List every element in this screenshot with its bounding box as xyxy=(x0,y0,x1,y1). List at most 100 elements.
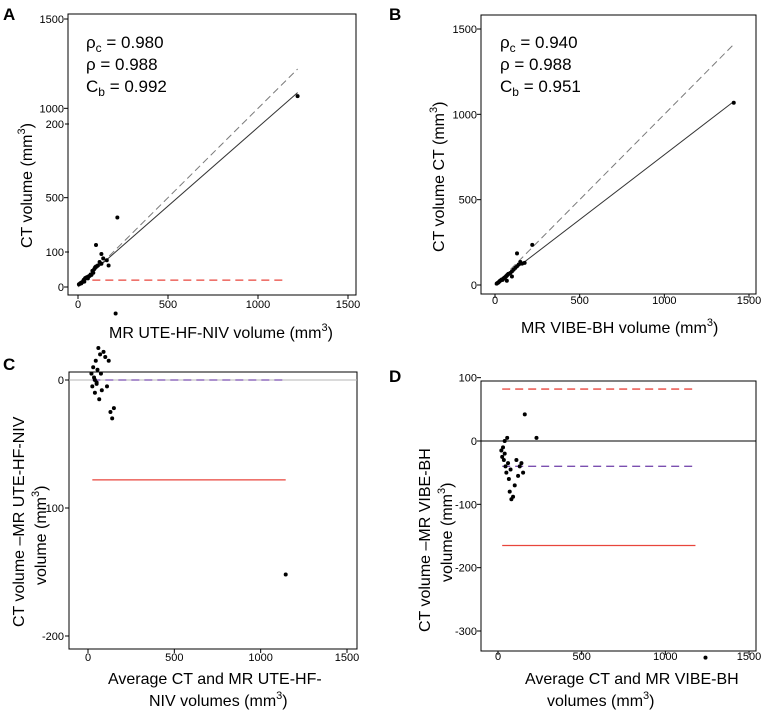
y-tick-label-d: 0 xyxy=(471,436,477,448)
stats-b: ρc = 0.940 ρ = 0.988 Cb = 0.951 xyxy=(500,33,581,99)
data-point-d xyxy=(517,464,522,469)
x-tick-label-c: 0 xyxy=(85,652,91,664)
x-axis-label-b: MR VIBE-BH volume (mm3) xyxy=(521,317,718,337)
y-tick-label-c: -200 xyxy=(42,631,64,643)
y-axis-label-c-line2: volume (mm3) xyxy=(30,486,50,585)
x-tick-label-c: 1000 xyxy=(248,652,272,664)
panel-letter-d: D xyxy=(389,367,401,386)
data-point-a xyxy=(99,251,104,256)
y-tick-label-d: -300 xyxy=(455,626,477,638)
data-point-a xyxy=(94,243,98,248)
data-point-d xyxy=(503,464,508,469)
data-point-c xyxy=(108,410,113,414)
identity-line-a xyxy=(77,68,298,288)
data-point-c xyxy=(93,358,98,363)
y-axis-label-a: CT volume (mm3) xyxy=(16,123,36,248)
x-tick-label-b: 0 xyxy=(492,295,498,307)
panel-letter-c: C xyxy=(3,355,15,374)
x-axis-label-c-line1: Average CT and MR UTE-HF- xyxy=(108,671,322,688)
y-tick-label-c: -100 xyxy=(42,503,64,515)
data-point-c xyxy=(91,365,96,370)
panel-d: Average CT and MR VIBE-BH volumes (mm3) … xyxy=(417,373,761,710)
y-tick-label-d: 100 xyxy=(459,373,477,385)
stat-a-rho: ρ = 0.988 xyxy=(86,55,158,74)
x-tick-label-b: 1500 xyxy=(737,295,761,307)
y-tick-label-a: 1000 xyxy=(40,103,64,115)
data-point-d xyxy=(534,435,539,440)
x-tick-label-d: 500 xyxy=(572,651,590,663)
data-point-c xyxy=(94,380,99,385)
x-tick-label-a: 500 xyxy=(159,299,177,311)
y-tick-label-a: 500 xyxy=(46,193,64,205)
y-axis-label-d-line2: volume (mm3) xyxy=(436,483,456,582)
plot-frame-b xyxy=(480,14,757,295)
data-point-d xyxy=(507,489,512,494)
fit-line-b xyxy=(494,101,735,285)
x-tick-label-c: 1500 xyxy=(335,652,359,664)
data-point-b xyxy=(509,274,514,279)
y-axis-label-b: CT volume CT (mm3) xyxy=(428,102,448,252)
panel-c: Average CT and MR UTE-HF- NIV volumes (m… xyxy=(11,119,359,710)
data-point-a xyxy=(95,263,100,268)
x-axis-label-a: MR UTE-HF-NIV volume (mm3) xyxy=(109,322,333,342)
data-point-d xyxy=(505,435,510,440)
y-tick-label-a: 0 xyxy=(58,282,64,294)
data-point-d xyxy=(511,494,516,499)
data-point-d xyxy=(502,439,507,443)
stat-b-cb: Cb = 0.951 xyxy=(500,77,581,99)
data-point-d xyxy=(501,445,506,450)
data-point-a xyxy=(295,94,300,99)
data-point-d xyxy=(508,467,513,472)
identity-line-b xyxy=(494,44,735,286)
data-point-c xyxy=(98,352,103,357)
data-point-d xyxy=(506,461,511,466)
data-point-d xyxy=(512,483,517,488)
data-point-d xyxy=(514,458,519,462)
data-point-d xyxy=(504,470,509,475)
data-point-d xyxy=(522,412,527,417)
data-point-c xyxy=(96,346,101,350)
x-tick-label-b: 500 xyxy=(570,295,588,307)
stat-b-rho: ρ = 0.988 xyxy=(500,55,572,74)
x-tick-label-a: 0 xyxy=(75,299,81,311)
data-point-d xyxy=(516,473,521,478)
data-point-c xyxy=(92,390,97,395)
y-tick-label-b: 0 xyxy=(471,280,477,292)
y-tick-label-b: 1000 xyxy=(453,109,477,121)
panel-letter-a: A xyxy=(3,5,15,24)
plot-frame-c xyxy=(68,371,358,650)
x-tick-label-d: 0 xyxy=(495,651,501,663)
data-point-c xyxy=(106,358,111,363)
x-axis-label-d-line2: volumes (mm3) xyxy=(547,690,654,710)
y-tick-label-c: 100 xyxy=(46,247,64,259)
x-axis-label-d-line1: Average CT and MR VIBE-BH xyxy=(525,671,739,688)
stat-a-rhoc: ρc = 0.980 xyxy=(86,33,164,55)
fit-line-a xyxy=(77,92,298,286)
data-point-b xyxy=(522,260,527,265)
data-point-c xyxy=(283,572,288,577)
panel-b: ρc = 0.940 ρ = 0.988 Cb = 0.951 MR VIBE-… xyxy=(428,14,761,337)
data-point-b xyxy=(530,242,535,247)
x-tick-label-b: 1000 xyxy=(652,295,676,307)
data-point-b xyxy=(515,251,520,256)
data-point-c xyxy=(110,416,115,421)
data-point-a xyxy=(104,258,109,263)
x-tick-label-d: 1500 xyxy=(737,651,761,663)
data-point-b xyxy=(731,100,736,105)
data-point-d xyxy=(519,461,524,466)
data-point-a xyxy=(99,261,104,266)
y-axis-label-c-line1: CT volume –MR UTE-HF-NIV xyxy=(11,416,28,627)
data-point-a xyxy=(91,270,96,275)
y-tick-label-b: 500 xyxy=(459,195,477,207)
x-tick-label-d: 1000 xyxy=(653,651,677,663)
stat-a-cb: Cb = 0.992 xyxy=(86,77,167,99)
data-point-a xyxy=(106,263,111,268)
data-point-c xyxy=(89,371,94,376)
data-point-d xyxy=(506,477,511,481)
data-point-c xyxy=(90,384,95,389)
panel-letter-b: B xyxy=(389,5,401,24)
data-point-c xyxy=(97,397,102,402)
data-point-d xyxy=(500,454,505,459)
y-tick-label-d: -200 xyxy=(455,563,477,575)
data-point-c xyxy=(103,354,108,359)
